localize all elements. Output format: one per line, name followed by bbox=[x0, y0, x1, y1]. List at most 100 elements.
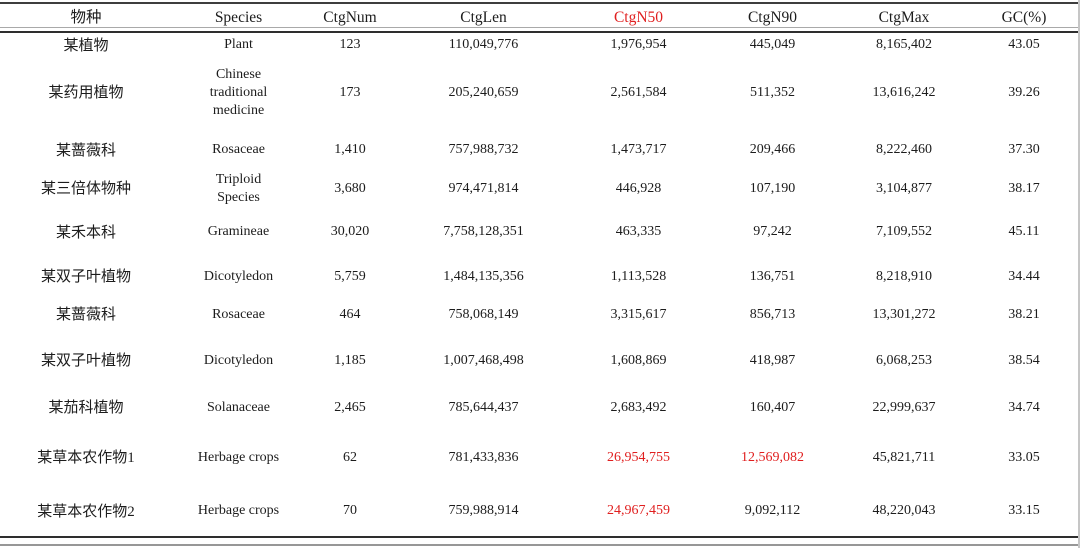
cell-gc-percent: 38.21 bbox=[968, 294, 1080, 336]
cell-text: 24,967,459 bbox=[607, 503, 670, 519]
cell-text: 8,222,460 bbox=[876, 142, 932, 158]
cell-ctgnum: 5,759 bbox=[305, 260, 395, 294]
cell-ctgmax: 3,104,877 bbox=[840, 173, 968, 205]
cell-gc-percent: 34.74 bbox=[968, 386, 1080, 430]
cell-text: 463,335 bbox=[615, 224, 662, 240]
cell-text: 445,049 bbox=[749, 37, 796, 53]
cell-text: 757,988,732 bbox=[448, 142, 519, 158]
cell-text: 30,020 bbox=[330, 224, 370, 240]
page-bottom-edge bbox=[0, 544, 1080, 546]
cell-ctgn90: 12,569,082 bbox=[705, 430, 840, 486]
cell-ctgn90: 418,987 bbox=[705, 336, 840, 386]
cell-text: 某草本农作物1 bbox=[37, 450, 135, 466]
cell-species: Dicotyledon bbox=[172, 336, 305, 386]
cell-ctgn50: 24,967,459 bbox=[572, 486, 705, 537]
cell-species-cn: 某植物 bbox=[0, 33, 172, 58]
cell-species-cn: 某茄科植物 bbox=[0, 386, 172, 430]
cell-gc-percent: 38.17 bbox=[968, 173, 1080, 205]
cell-text: 446,928 bbox=[615, 180, 662, 196]
cell-text: 某茄科植物 bbox=[48, 400, 124, 416]
col-header-species-cn: 物种 bbox=[70, 9, 102, 27]
cell-species: Rosaceae bbox=[172, 294, 305, 336]
cell-text: 38.54 bbox=[1008, 352, 1040, 368]
cell-text: 2,561,584 bbox=[610, 84, 667, 100]
col-header-ctgn50: CtgN50 bbox=[613, 9, 664, 27]
cell-species: Rosaceae bbox=[172, 128, 305, 173]
cell-ctgnum: 123 bbox=[305, 33, 395, 58]
cell-text: 464 bbox=[339, 306, 361, 322]
cell-text: 43.05 bbox=[1008, 37, 1040, 53]
cell-text: 209,466 bbox=[749, 142, 796, 158]
cell-text: 45,821,711 bbox=[872, 449, 936, 465]
cell-gc-percent: 38.54 bbox=[968, 336, 1080, 386]
cell-text: 37.30 bbox=[1008, 142, 1040, 158]
cell-ctgn50: 2,561,584 bbox=[572, 58, 705, 128]
cell-text: 781,433,836 bbox=[448, 449, 519, 465]
cell-text: 48,220,043 bbox=[872, 503, 936, 519]
cell-text: 某草本农作物2 bbox=[37, 503, 135, 520]
cell-ctgnum: 30,020 bbox=[305, 205, 395, 260]
cell-text: 62 bbox=[343, 449, 357, 465]
cell-species-cn: 某双子叶植物 bbox=[0, 260, 172, 294]
cell-text: Dicotyledon bbox=[203, 268, 274, 284]
cell-gc-percent: 39.26 bbox=[968, 58, 1080, 128]
cell-ctgn50: 1,976,954 bbox=[572, 33, 705, 58]
cell-ctglen: 1,007,468,498 bbox=[395, 336, 572, 386]
cell-text: Rosaceae bbox=[212, 306, 265, 322]
cell-ctgnum: 70 bbox=[305, 486, 395, 537]
cell-text: 418,987 bbox=[749, 352, 796, 368]
cell-text: 1,007,468,498 bbox=[443, 352, 524, 368]
cell-text: 1,410 bbox=[334, 142, 366, 158]
cell-text: 22,999,637 bbox=[872, 399, 936, 415]
cell-text: 160,407 bbox=[749, 399, 796, 415]
cell-text: 12,569,082 bbox=[741, 449, 804, 465]
cell-ctgmax: 8,218,910 bbox=[840, 260, 968, 294]
cell-text: 136,751 bbox=[749, 268, 796, 284]
cell-ctgnum: 1,185 bbox=[305, 336, 395, 386]
cell-species: Triploid Species bbox=[172, 172, 305, 205]
cell-ctglen: 7,758,128,351 bbox=[395, 205, 572, 260]
cell-ctglen: 759,988,914 bbox=[395, 486, 572, 537]
cell-text: 7,758,128,351 bbox=[443, 224, 524, 240]
cell-text: Chinese traditional medicine bbox=[209, 66, 268, 119]
cell-species: Dicotyledon bbox=[172, 260, 305, 294]
cell-ctgn90: 209,466 bbox=[705, 128, 840, 173]
cell-text: 某双子叶植物 bbox=[40, 269, 131, 285]
cell-text: 3,680 bbox=[334, 180, 366, 196]
cell-species: Solanaceae bbox=[172, 386, 305, 430]
cell-species-cn: 某草本农作物2 bbox=[0, 486, 172, 537]
cell-ctglen: 757,988,732 bbox=[395, 128, 572, 173]
cell-text: 33.05 bbox=[1008, 449, 1040, 465]
cell-species: Chinese traditional medicine bbox=[172, 58, 305, 128]
cell-ctgn50: 1,473,717 bbox=[572, 128, 705, 173]
cell-text: 2,683,492 bbox=[610, 399, 667, 415]
cell-ctgnum: 173 bbox=[305, 58, 395, 128]
cell-ctgn50: 1,608,869 bbox=[572, 336, 705, 386]
cell-text: 758,068,149 bbox=[448, 306, 519, 322]
col-header-ctgnum: CtgNum bbox=[323, 9, 377, 27]
cell-text: 34.74 bbox=[1008, 399, 1040, 415]
cell-ctgn50: 1,113,528 bbox=[572, 260, 705, 294]
cell-text: 2,465 bbox=[334, 399, 366, 415]
cell-text: 38.17 bbox=[1008, 180, 1040, 196]
cell-text: 205,240,659 bbox=[448, 84, 519, 100]
cell-text: 70 bbox=[343, 503, 357, 519]
cell-text: 6,068,253 bbox=[876, 352, 932, 368]
cell-ctgmax: 13,301,272 bbox=[840, 294, 968, 336]
cell-text: 1,484,135,356 bbox=[443, 268, 524, 284]
cell-text: 1,976,954 bbox=[610, 37, 667, 53]
cell-text: 某蔷薇科 bbox=[55, 307, 116, 323]
col-header-gc-percent: GC(%) bbox=[1001, 9, 1047, 27]
cell-text: 97,242 bbox=[753, 224, 792, 240]
cell-text: 123 bbox=[339, 37, 361, 53]
cell-species: Plant bbox=[172, 33, 305, 58]
cell-text: 107,190 bbox=[749, 180, 796, 196]
cell-text: 9,092,112 bbox=[744, 503, 801, 519]
cell-text: Dicotyledon bbox=[203, 352, 274, 368]
cell-text: 1,473,717 bbox=[610, 142, 667, 158]
cell-ctglen: 781,433,836 bbox=[395, 430, 572, 486]
cell-ctglen: 1,484,135,356 bbox=[395, 260, 572, 294]
page-right-edge bbox=[1078, 0, 1080, 548]
cell-text: Gramineae bbox=[207, 224, 270, 240]
